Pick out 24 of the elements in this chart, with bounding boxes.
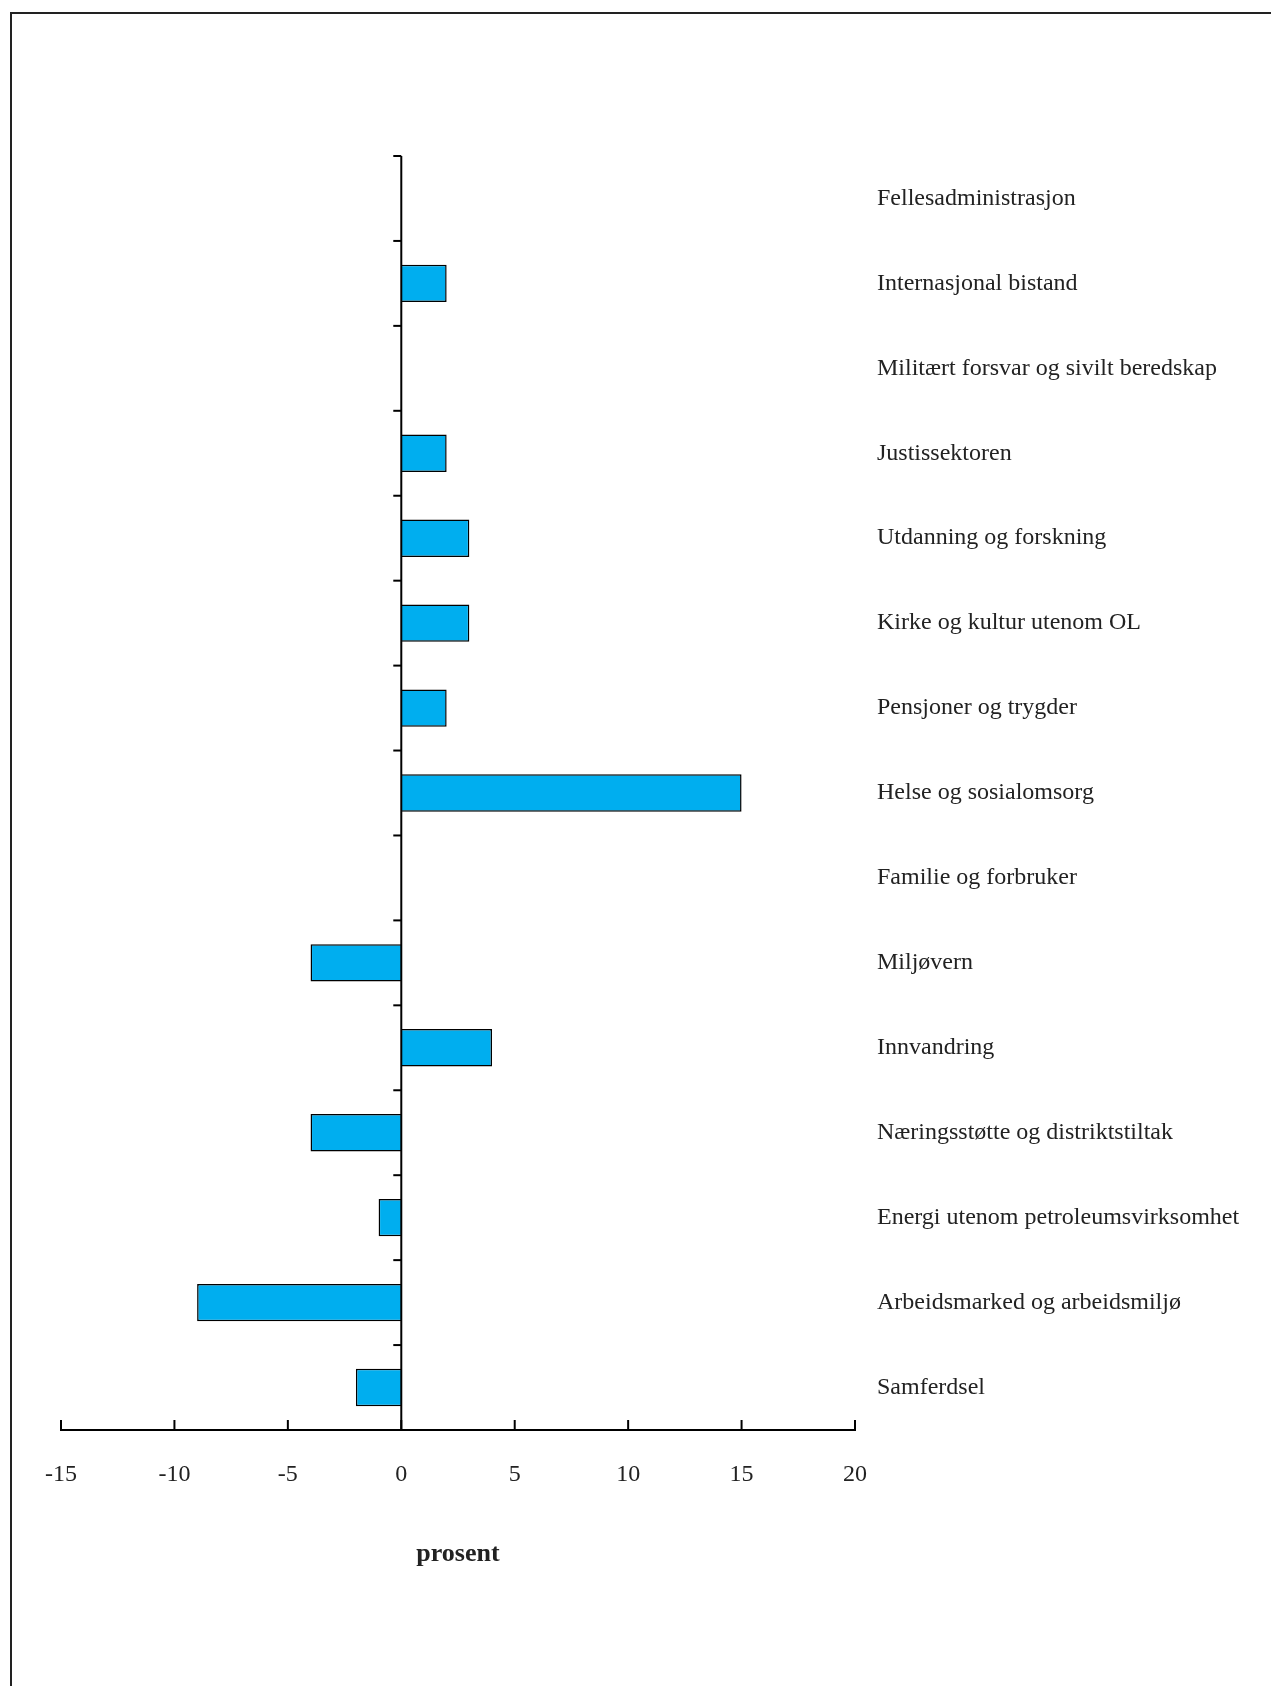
- x-tick-label: 0: [395, 1459, 408, 1486]
- y-tick-label: Energi utenom petroleumsvirksomhet: [877, 1202, 1240, 1229]
- y-tick-label: Militært forsvar og sivilt beredskap: [877, 353, 1217, 380]
- y-tick-label: Innvandring: [877, 1033, 995, 1060]
- y-tick-label: Familie og forbruker: [877, 863, 1077, 890]
- y-tick-label: Kirke og kultur utenom OL: [877, 608, 1141, 635]
- x-tick-label: 15: [729, 1459, 754, 1486]
- x-tick-label: -5: [277, 1459, 298, 1486]
- y-tick-label: Fellesadministrasjon: [877, 183, 1076, 210]
- y-tick-label: Arbeidsmarked og arbeidsmiljø: [877, 1287, 1181, 1314]
- y-tick-label: Miljøvern: [877, 948, 973, 975]
- y-tick-label: Internasjonal bistand: [877, 268, 1078, 295]
- x-tick-label: 5: [508, 1459, 521, 1486]
- x-tick-label: -15: [45, 1459, 77, 1486]
- y-tick-label: Justissektoren: [877, 438, 1012, 465]
- y-tick-label: Utdanning og forskning: [877, 523, 1107, 550]
- x-tick-label: -10: [158, 1459, 191, 1486]
- y-tick-label: Helse og sosialomsorg: [877, 778, 1094, 805]
- x-tick-label: 10: [616, 1459, 641, 1486]
- y-tick-label: Pensjoner og trygder: [877, 693, 1077, 720]
- y-tick-label: Næringsstøtte og distriktstiltak: [877, 1118, 1174, 1145]
- x-tick-label: 20: [843, 1459, 867, 1486]
- x-axis-title: prosent: [416, 1538, 500, 1568]
- y-tick-label: Samferdsel: [877, 1372, 986, 1399]
